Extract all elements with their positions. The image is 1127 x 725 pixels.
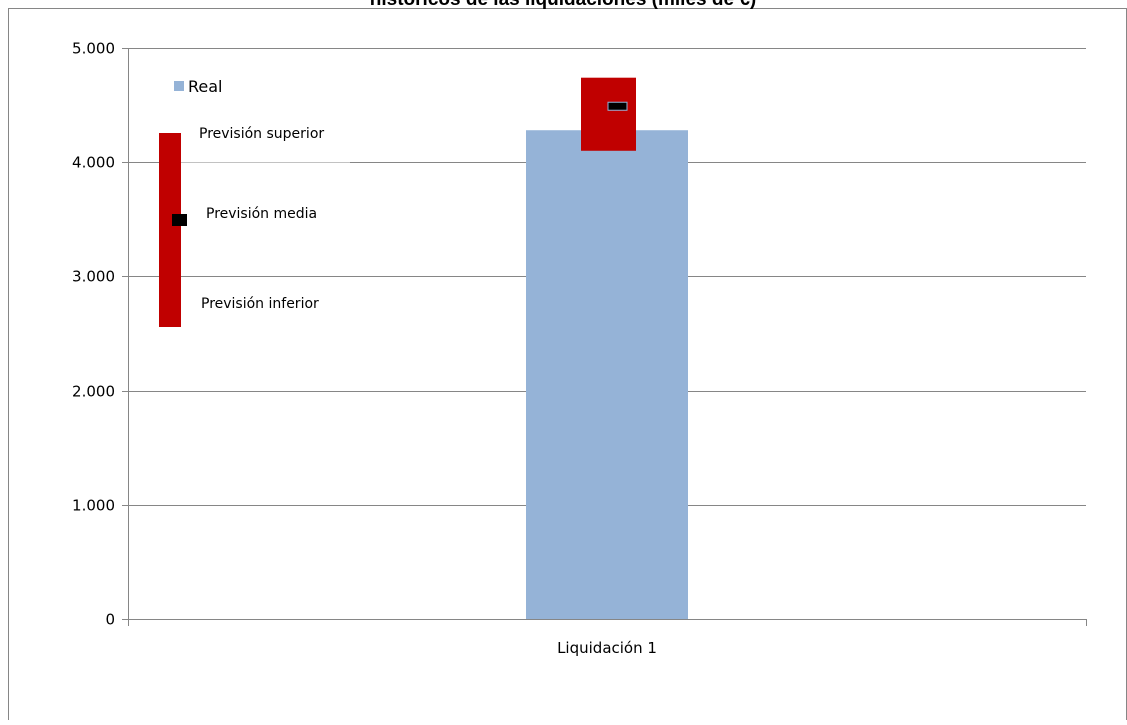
- y-tick-label: 1.000: [72, 497, 115, 515]
- legend-forecast-range-bar: [159, 133, 181, 327]
- legend-mean-label: Previsión media: [206, 206, 317, 222]
- legend: Real Previsión superior Previsión media …: [159, 77, 350, 327]
- legend-real-label: Real: [188, 77, 223, 96]
- legend-upper-label: Previsión superior: [199, 126, 324, 142]
- legend-real-swatch: [174, 81, 184, 91]
- chart-title: históricos de las liquidaciones (miles d…: [370, 0, 756, 10]
- y-tick-label: 2.000: [72, 383, 115, 401]
- bar-real: [526, 130, 688, 619]
- y-tick-label: 3.000: [72, 268, 115, 286]
- y-tick-label: 4.000: [72, 154, 115, 172]
- legend-lower-label: Previsión inferior: [201, 296, 319, 312]
- y-tick-label: 5.000: [72, 40, 115, 58]
- legend-mean-marker: [172, 214, 187, 226]
- bars-layer: [526, 77, 688, 619]
- forecast-range: [581, 77, 636, 151]
- forecast-mean-marker: [607, 101, 628, 111]
- axis-layer: 0 1.000 2.000 3.000 4.000 5.000 Liquidación 1: [72, 40, 1087, 657]
- x-tick-label: Liquidación 1: [557, 639, 657, 657]
- y-tick-label: 0: [105, 611, 115, 629]
